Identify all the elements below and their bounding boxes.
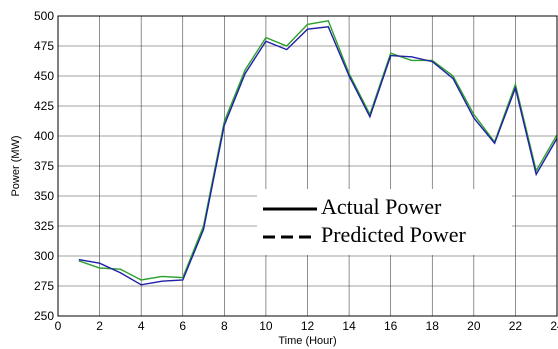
grid — [57, 15, 558, 317]
legend-label-predicted: Predicted Power — [321, 222, 466, 247]
legend-background — [257, 189, 512, 255]
axis-ticks: 0246810121416182022242502753003253503754… — [34, 9, 558, 333]
y-tick-label: 350 — [34, 189, 54, 203]
y-tick-label: 250 — [34, 309, 54, 323]
y-tick-label: 325 — [34, 219, 54, 233]
series-group — [78, 20, 558, 286]
legend-label-actual: Actual Power — [321, 194, 442, 219]
x-axis-title: Time (Hour) — [278, 335, 336, 347]
plot-frame — [57, 15, 558, 317]
x-tick-label: 24 — [550, 319, 558, 333]
y-axis-title: Power (MW) — [10, 135, 22, 196]
x-tick-label: 20 — [467, 319, 481, 333]
y-tick-label: 475 — [34, 39, 54, 53]
x-tick-label: 0 — [55, 319, 62, 333]
x-tick-label: 22 — [509, 319, 523, 333]
x-tick-label: 10 — [259, 319, 273, 333]
series-line-predicted-power — [78, 20, 558, 281]
y-tick-label: 425 — [34, 99, 54, 113]
x-tick-label: 4 — [138, 319, 145, 333]
x-tick-label: 2 — [96, 319, 103, 333]
y-tick-label: 450 — [34, 69, 54, 83]
legend: Actual Power Predicted Power — [257, 189, 512, 255]
y-tick-label: 275 — [34, 279, 54, 293]
x-tick-label: 12 — [301, 319, 315, 333]
series-line-actual-power — [78, 26, 558, 286]
y-tick-label: 400 — [34, 129, 54, 143]
x-tick-label: 16 — [384, 319, 398, 333]
y-tick-label: 300 — [34, 249, 54, 263]
y-tick-label: 500 — [34, 9, 54, 23]
x-tick-label: 8 — [221, 319, 228, 333]
y-tick-label: 375 — [34, 159, 54, 173]
x-tick-label: 18 — [426, 319, 440, 333]
x-tick-label: 14 — [342, 319, 356, 333]
x-tick-label: 6 — [179, 319, 186, 333]
